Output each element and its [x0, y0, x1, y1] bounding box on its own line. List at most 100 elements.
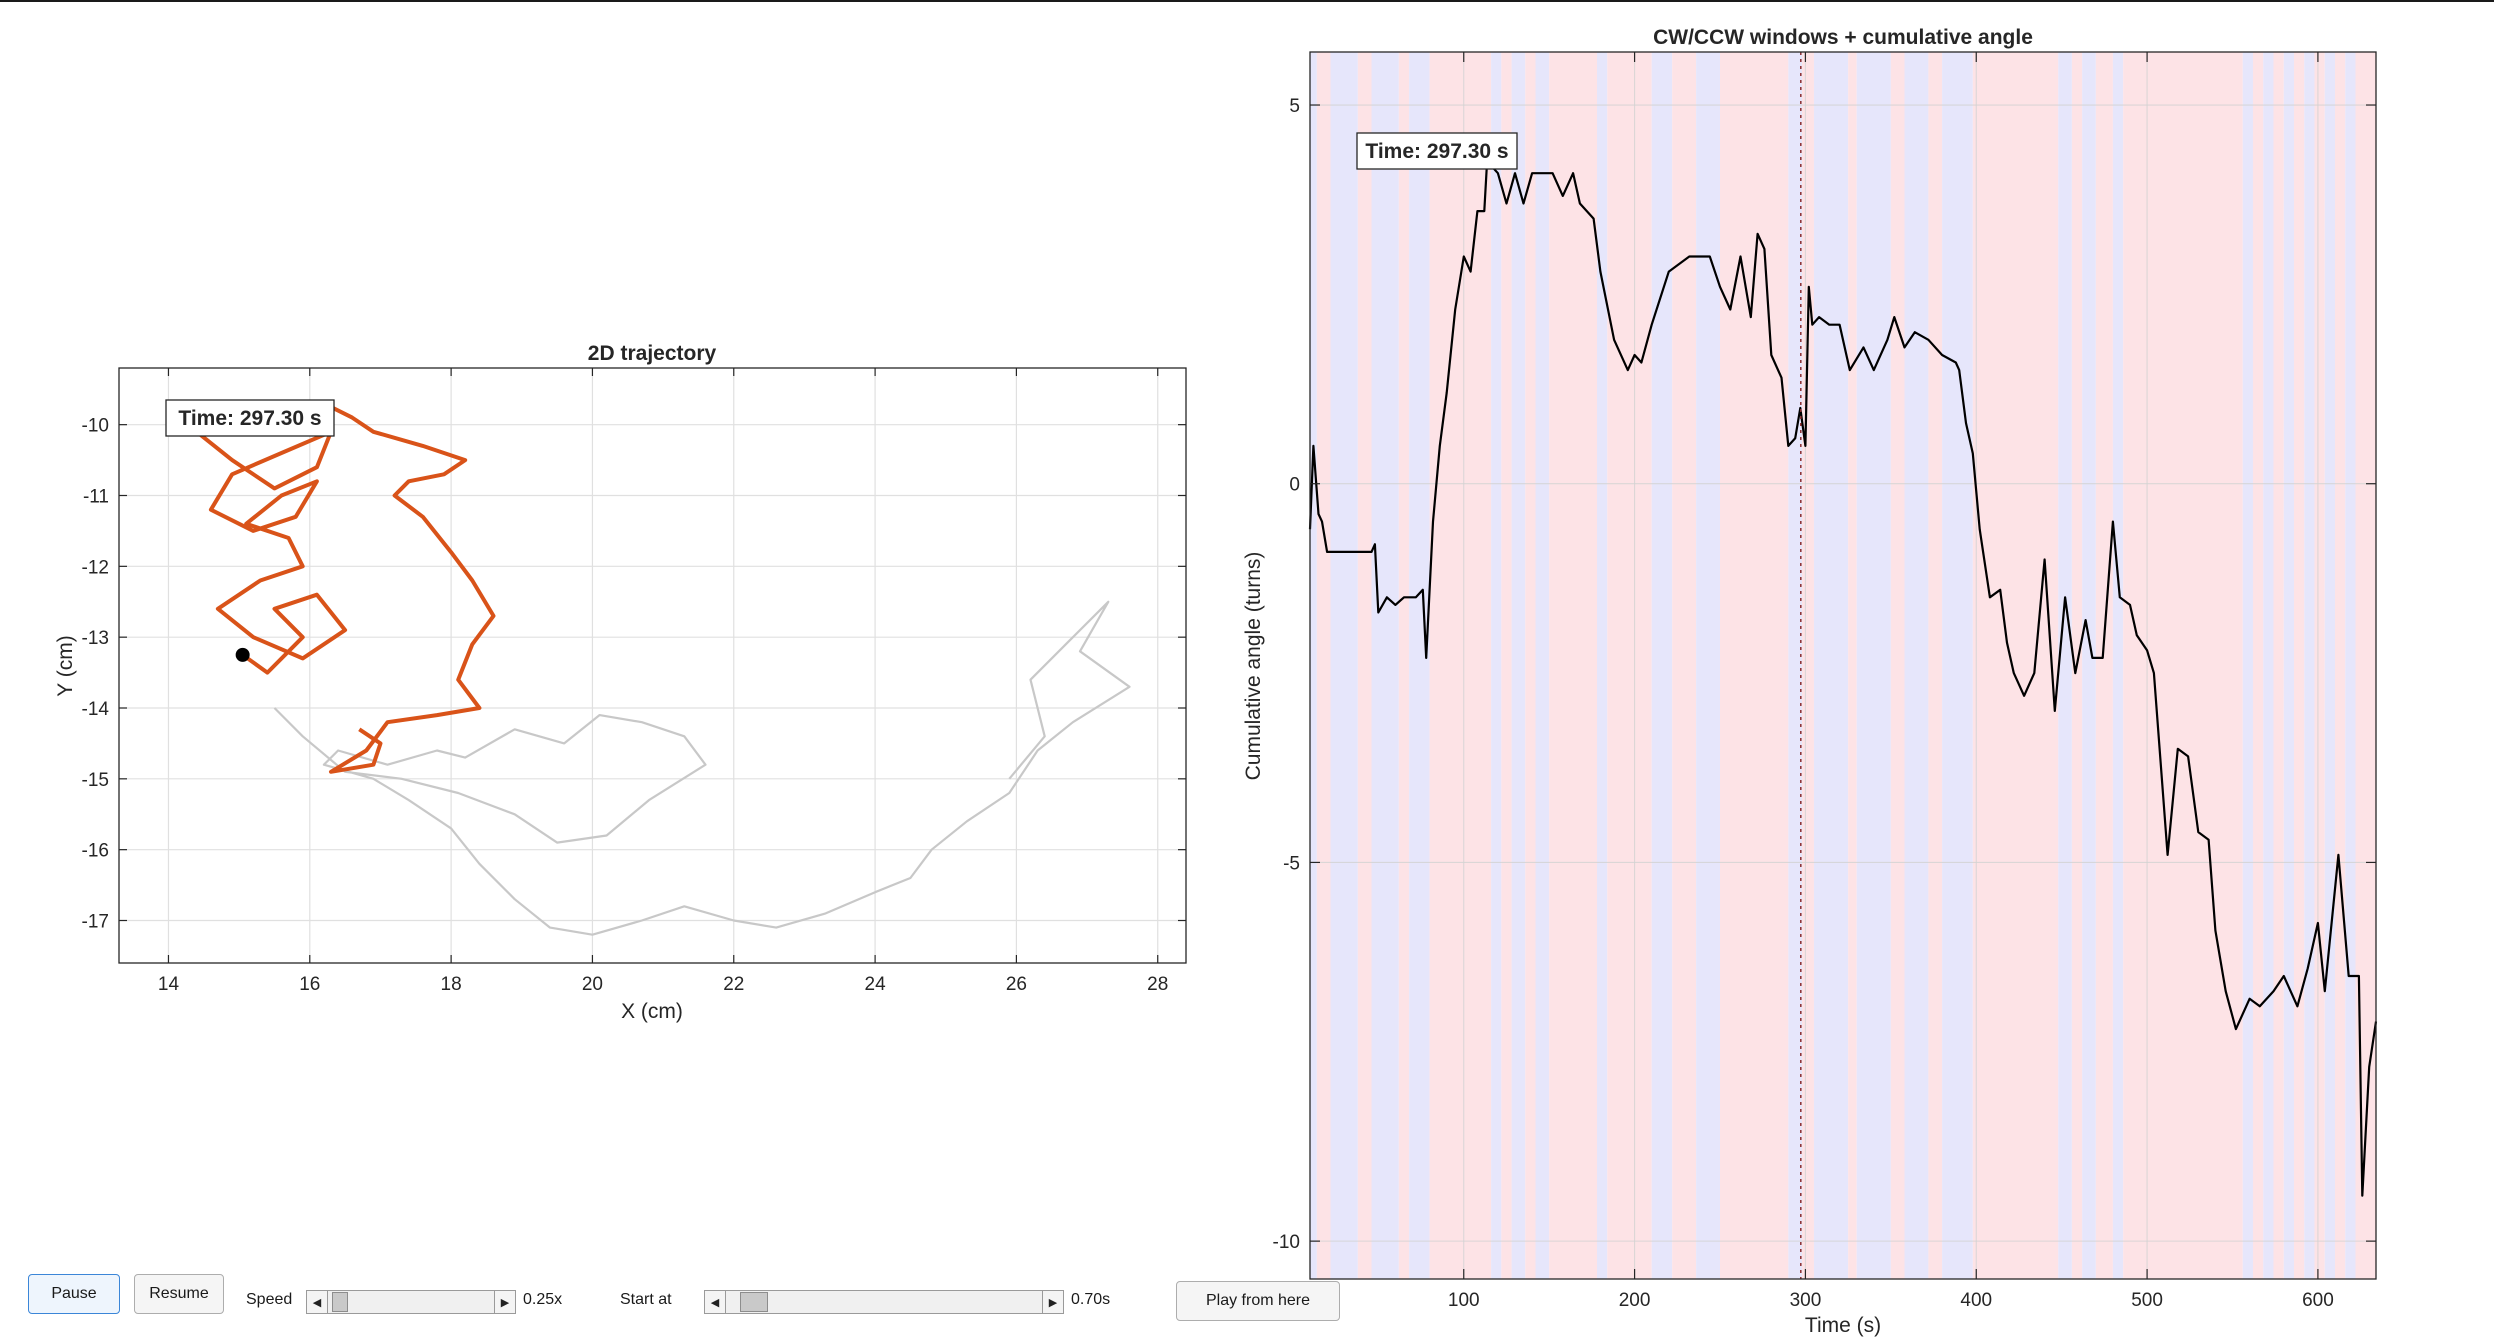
speed-slider-right-arrow[interactable]: ▶: [494, 1291, 515, 1313]
angle-xtick-label: 100: [1448, 1290, 1480, 1311]
cw-window-band: [2335, 52, 2346, 1279]
start-slider-thumb[interactable]: [739, 1292, 768, 1312]
trajectory-ytick-label: -16: [82, 841, 109, 862]
angle-xtick-label: 400: [1960, 1290, 1992, 1311]
start-slider-left-arrow[interactable]: ◀: [705, 1291, 726, 1313]
trajectory-xtick-label: 16: [299, 974, 320, 995]
angle-ylabel: Cumulative angle (turns): [1242, 552, 1265, 781]
trajectory-time-label: Time: 297.30 s: [178, 407, 321, 430]
ccw-window-band: [1788, 52, 1802, 1279]
ccw-window-band: [1597, 52, 1608, 1279]
cw-window-band: [1398, 52, 1410, 1279]
trajectory-xlabel: X (cm): [621, 1000, 683, 1023]
ccw-window-band: [1942, 52, 1973, 1279]
cw-window-band: [1549, 52, 1597, 1279]
cw-window-band: [1720, 52, 1789, 1279]
ccw-window-band: [2242, 52, 2253, 1279]
trajectory-xtick-label: 22: [723, 974, 744, 995]
cw-window-band: [1972, 52, 2059, 1279]
trajectory-ytick-label: -17: [82, 912, 109, 933]
ccw-window-band: [1813, 52, 1849, 1279]
trajectory-xtick-label: 26: [1006, 974, 1027, 995]
trajectory-ytick-label: -13: [82, 628, 109, 649]
start-at-slider[interactable]: ◀ ▶: [704, 1290, 1064, 1314]
angle-title: CW/CCW windows + cumulative angle: [1653, 26, 2033, 49]
ccw-window-band: [1409, 52, 1430, 1279]
pause-button[interactable]: Pause: [28, 1274, 120, 1314]
trajectory-plot-area[interactable]: [119, 368, 1186, 963]
cw-window-band: [2253, 52, 2264, 1279]
trajectory-xtick-label: 14: [158, 974, 180, 995]
angle-axes[interactable]: 100 200 300 400 500 600 5 0 -5 -10 CW/CCW windows…: [1242, 26, 2378, 1337]
ccw-window-band: [1535, 52, 1550, 1279]
angle-grid: [1310, 52, 2376, 1279]
trajectory-xtick-label: 18: [441, 974, 462, 995]
angle-xtick-label: 500: [2131, 1290, 2163, 1311]
trajectory-xtick-label: 28: [1147, 974, 1168, 995]
cumulative-angle-line: [1308, 149, 2378, 1197]
cw-window-band: [1501, 52, 1512, 1279]
trajectory-time-box: [165, 399, 335, 437]
angle-xtick-label: 200: [1619, 1290, 1651, 1311]
angle-ytick-label: -5: [1283, 853, 1300, 874]
angle-axes-box: [1309, 51, 2377, 1280]
trajectory-xtick-label: 20: [582, 974, 603, 995]
speed-slider-left-arrow[interactable]: ◀: [307, 1291, 328, 1313]
history-path-line: [273, 600, 1131, 936]
start-at-label: Start at: [620, 1291, 672, 1308]
ccw-window-band: [2112, 52, 2124, 1279]
ccw-window-band: [2324, 52, 2335, 1279]
cw-window-band: [1802, 52, 1814, 1279]
play-from-here-button[interactable]: Play from here: [1176, 1281, 1340, 1321]
cw-window-band: [2123, 52, 2243, 1279]
angle-xtick-label: 300: [1790, 1290, 1822, 1311]
ccw-window-band: [2082, 52, 2096, 1279]
angle-ytick-label: -10: [1273, 1232, 1300, 1253]
resume-button[interactable]: Resume: [134, 1274, 224, 1314]
cw-window-band: [2095, 52, 2113, 1279]
ccw-window-band: [2345, 52, 2356, 1279]
trajectory-ytick-label: -11: [83, 487, 109, 508]
current-position-marker: [235, 647, 250, 662]
angle-tick-labels: 100 200 300 400 500 600 5 0 -5 -10: [1273, 52, 2376, 1311]
ccw-window-band: [2304, 52, 2315, 1279]
ccw-window-band: [2283, 52, 2294, 1279]
angle-xtick-label: 600: [2302, 1290, 2334, 1311]
trajectory-axes-box: [118, 367, 1187, 964]
angle-time-box: [1356, 132, 1518, 170]
window-top-border: [0, 0, 2494, 2]
trajectory-ytick-label: -12: [82, 557, 109, 578]
trajectory-ylabel: Y (cm): [54, 635, 77, 696]
ccw-window-band: [1856, 52, 1891, 1279]
trajectory-ytick-label: -15: [82, 770, 109, 791]
ccw-window-band: [1904, 52, 1929, 1279]
angle-ytick-label: 0: [1289, 475, 1300, 496]
trajectory-ytick-label: -10: [82, 416, 109, 437]
cw-window-band: [1357, 52, 1372, 1279]
cw-window-band: [2294, 52, 2305, 1279]
trajectory-title: 2D trajectory: [588, 342, 717, 365]
trajectory-tick-labels: 14 16 18 20 22 24 26 28 -10 -11 -12 -13 -14 -15 -16 -17: [82, 368, 1186, 995]
ccw-window-band: [1696, 52, 1720, 1279]
angle-xlabel: Time (s): [1805, 1314, 1881, 1337]
speed-slider-thumb[interactable]: [331, 1292, 348, 1312]
ccw-window-band: [1491, 52, 1502, 1279]
trajectory-ytick-label: -14: [82, 699, 110, 720]
speed-label: Speed: [246, 1291, 293, 1308]
speed-slider[interactable]: ◀ ▶: [306, 1290, 516, 1314]
trajectory-xtick-label: 24: [865, 974, 887, 995]
angle-series-line: [1308, 149, 2378, 1197]
start-slider-right-arrow[interactable]: ▶: [1042, 1291, 1063, 1313]
cw-window-band: [1316, 52, 1331, 1279]
trajectory-axes[interactable]: 14 16 18 20 22 24 26 28 -10 -11 -12 -13 -14 -15 -16 -17…: [54, 342, 1187, 1023]
start-at-value: 0.70s: [1071, 1291, 1111, 1308]
cw-window-band: [2273, 52, 2284, 1279]
cw-window-band: [1429, 52, 1492, 1279]
cw-ccw-windows: [1310, 52, 2376, 1279]
ccw-window-band: [1511, 52, 1526, 1279]
cw-window-band: [1890, 52, 1905, 1279]
speed-value: 0.25x: [523, 1291, 563, 1308]
ccw-window-band: [1330, 52, 1358, 1279]
trajectory-history-path: [273, 600, 1131, 936]
cw-window-band: [1848, 52, 1857, 1279]
